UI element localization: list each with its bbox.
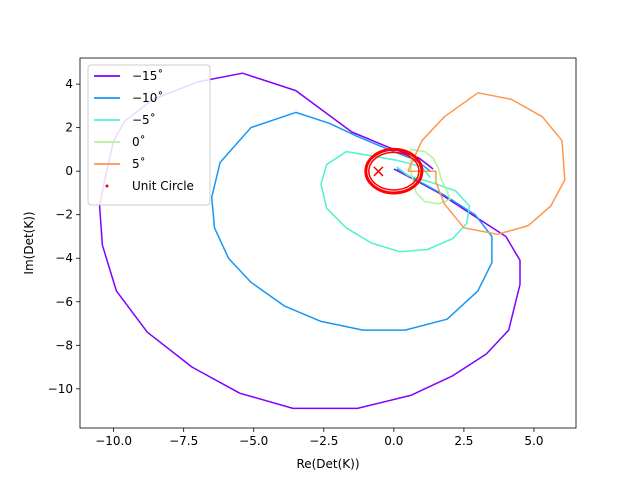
axes-layer: −10.0 −7.5 −5.0 −2.5 0.0 2.5 5.0 4 2 0 −2 −4 −6 −8 −10 bbox=[48, 77, 544, 448]
legend-label: −5˚ bbox=[132, 112, 156, 127]
x-axis-label: Re(Det(K)) bbox=[296, 457, 359, 471]
x-tick-label: −7.5 bbox=[169, 434, 198, 448]
y-axis-label: Im(Det(K)) bbox=[22, 211, 36, 274]
legend-swatch bbox=[105, 184, 109, 188]
y-tick-label: 4 bbox=[65, 77, 73, 91]
y-tick-label: −8 bbox=[55, 338, 73, 352]
x-tick-label: 0.0 bbox=[384, 434, 403, 448]
x-tick-label: −2.5 bbox=[309, 434, 338, 448]
series-layer bbox=[98, 72, 566, 410]
plot-frame bbox=[79, 57, 577, 429]
x-tick-label: −10.0 bbox=[95, 434, 132, 448]
y-tick-label: −10 bbox=[48, 382, 73, 396]
series-line-3 bbox=[409, 148, 451, 205]
legend-label: −10˚ bbox=[132, 90, 163, 105]
unit-circle-ring bbox=[364, 147, 424, 195]
y-tick-label: −2 bbox=[55, 208, 73, 222]
series-line-0 bbox=[98, 72, 521, 410]
legend-label: Unit Circle bbox=[132, 179, 194, 193]
series-line-2 bbox=[320, 150, 471, 253]
marker-layer: × bbox=[371, 161, 386, 182]
legend-box bbox=[87, 64, 211, 206]
legend: −15˚ −10˚ −5˚ 0˚ 5˚ Unit Circle bbox=[87, 64, 211, 206]
point-marker: × bbox=[371, 161, 386, 182]
series-line-4 bbox=[407, 92, 566, 236]
unit-circle-inner-ring bbox=[368, 151, 420, 191]
legend-label: −15˚ bbox=[132, 68, 163, 83]
y-tick-label: 2 bbox=[65, 121, 73, 135]
x-tick-label: 2.5 bbox=[454, 434, 473, 448]
y-tick-label: −6 bbox=[55, 295, 73, 309]
y-tick-label: 0 bbox=[65, 164, 73, 178]
y-tick-label: −4 bbox=[55, 251, 73, 265]
legend-label: 5˚ bbox=[132, 156, 146, 171]
legend-label: 0˚ bbox=[132, 134, 146, 149]
series-unit-circle bbox=[364, 147, 424, 195]
x-tick-label: 5.0 bbox=[524, 434, 543, 448]
x-tick-label: −5.0 bbox=[239, 434, 268, 448]
